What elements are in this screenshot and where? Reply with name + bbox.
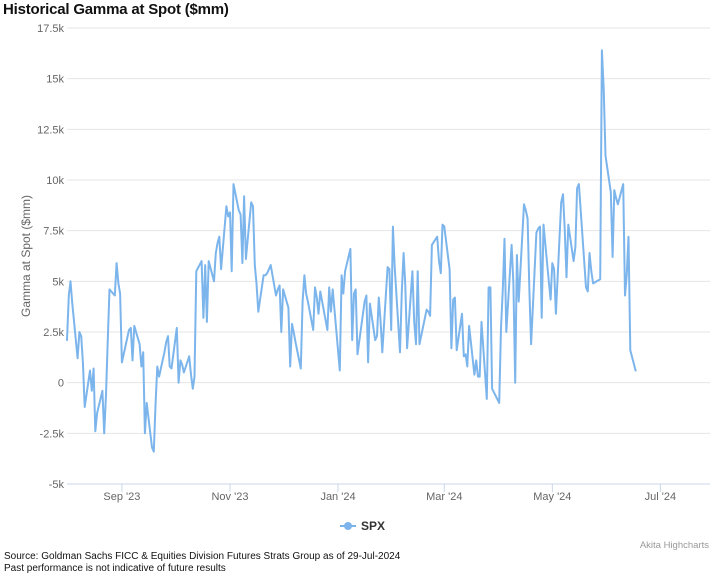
y-tick-label: 10k [46,175,64,187]
y-axis-label: Gamma at Spot ($mm) [19,195,33,317]
x-tick-label: Mar '24 [426,491,462,503]
x-tick-label: Jul '24 [645,491,676,503]
legend-series-marker [344,522,352,530]
y-tick-label: -2.5k [40,428,65,440]
x-tick-label: Sep '23 [103,491,140,503]
chart-title: Historical Gamma at Spot ($mm) [3,1,229,18]
y-axis-ticks: -5k -2.5k 0 2.5k 5k 7.5k 10k 12.5k 15k 17.5k [37,23,64,491]
y-tick-label: 17.5k [37,23,64,35]
y-tick-label: 7.5k [43,226,64,238]
x-tick-label: Nov '23 [211,491,248,503]
footer-disclaimer: Past performance is not indicative of fu… [4,563,226,574]
footer-source: Source: Goldman Sachs FICC & Equities Di… [4,551,401,562]
y-tick-label: 2.5k [43,327,64,339]
legend-item-spx[interactable]: SPX [340,519,385,533]
chart-credits[interactable]: Akita Highcharts [640,540,709,551]
y-tick-label: 12.5k [37,124,64,136]
y-tick-label: 0 [58,378,64,390]
y-tick-label: 15k [46,74,64,86]
plot-area [66,49,637,453]
x-tick-label: Jan '24 [320,491,355,503]
y-tick-label: -5k [49,479,65,491]
series-line-spx[interactable] [66,49,637,453]
x-tick-label: May '24 [533,491,571,503]
legend-series-label: SPX [361,519,385,533]
y-tick-label: 5k [52,276,64,288]
x-axis: Sep '23 Nov '23 Jan '24 Mar '24 May '24 Jul '… [67,483,710,503]
